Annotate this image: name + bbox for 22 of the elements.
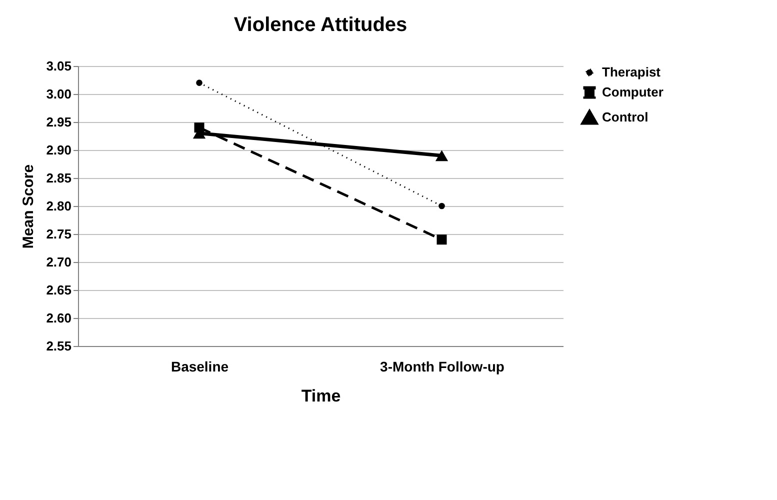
point bbox=[196, 80, 202, 86]
y-tick-label: 2.70 bbox=[46, 254, 72, 270]
y-tick-label: 2.90 bbox=[46, 142, 72, 158]
legend-label: Therapist bbox=[602, 64, 662, 80]
legend-label: Computer bbox=[602, 84, 664, 100]
y-tick-label: 2.85 bbox=[46, 170, 72, 186]
legend-label: Control bbox=[602, 110, 648, 124]
y-tick-label: 2.65 bbox=[46, 282, 72, 298]
y-tick-label: 3.00 bbox=[46, 86, 72, 102]
y-tick-label: 2.95 bbox=[46, 114, 72, 130]
y-tick-label: 2.55 bbox=[46, 338, 72, 354]
y-tick-label: 2.60 bbox=[46, 310, 72, 326]
y-tick-label: 2.80 bbox=[46, 198, 72, 214]
chart-title: Violence Attitudes bbox=[234, 14, 408, 36]
x-tick-label: Baseline bbox=[170, 358, 229, 374]
y-tick-label: 3.05 bbox=[46, 58, 72, 74]
y-tick-label: 2.75 bbox=[46, 226, 72, 242]
point bbox=[438, 202, 445, 210]
x-axis-title: Time bbox=[301, 386, 341, 406]
point bbox=[436, 234, 447, 245]
x-tick-label: 3-Month Follow-up bbox=[380, 358, 504, 374]
y-axis-title: Mean Score bbox=[20, 164, 38, 249]
